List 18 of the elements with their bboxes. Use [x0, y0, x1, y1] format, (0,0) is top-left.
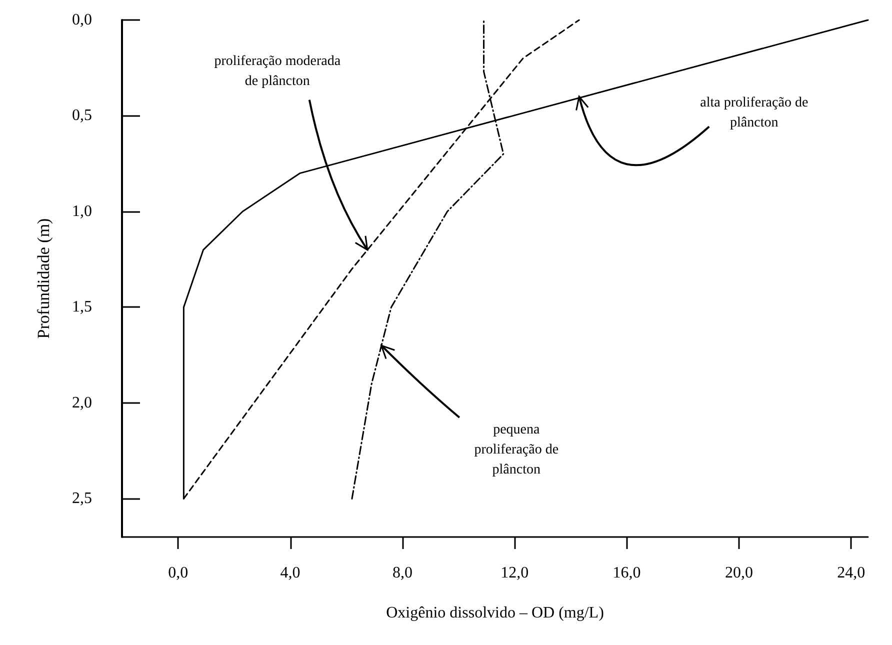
x-tick-label: 0,0	[168, 564, 188, 582]
y-tick-label: 2,0	[72, 394, 92, 412]
x-tick-label: 16,0	[612, 564, 641, 582]
y-tick-label: 0,5	[72, 107, 92, 124]
x-tick-label: 20,0	[724, 564, 753, 582]
annotation: proliferação moderada de plâncton	[214, 54, 342, 89]
x-tick-label: 12,0	[500, 564, 529, 582]
x-tick-label: 24,0	[837, 564, 866, 582]
x-tick-label: 8,0	[392, 564, 412, 582]
y-tick-label: 2,5	[72, 490, 92, 508]
annotation: alta proliferação de plâncton	[700, 96, 808, 131]
annotation: pequena proliferação de plâncton	[474, 422, 559, 478]
y-tick-label: 0,0	[72, 12, 92, 28]
y-tick-label: 1,5	[72, 298, 92, 316]
x-tick-label: 4,0	[280, 564, 300, 582]
x-axis-title: Oxigênio dissolvido – OD (mg/L)	[386, 604, 604, 622]
y-tick-label: 1,0	[72, 202, 92, 220]
y-axis-title: Profundidade (m)	[34, 218, 53, 339]
